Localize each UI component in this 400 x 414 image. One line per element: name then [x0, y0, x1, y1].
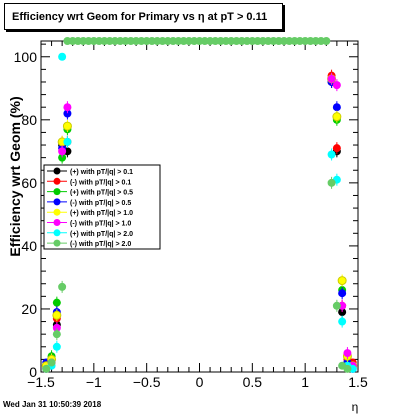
y-tick-label: 100	[14, 49, 38, 65]
data-point	[332, 301, 341, 310]
data-point	[332, 112, 342, 122]
legend-label: (+) with pT/|q| > 1.0	[70, 210, 133, 217]
x-tick-label: −0.5	[133, 374, 161, 390]
legend-label: (+) with pT/|q| > 0.5	[70, 190, 133, 197]
data-point	[327, 178, 336, 187]
data-point	[63, 137, 72, 146]
data-point	[337, 276, 347, 286]
x-tick-label: −1	[86, 374, 102, 390]
legend-marker	[53, 167, 61, 175]
data-point	[322, 37, 331, 45]
legend-marker	[53, 188, 61, 196]
legend-label: (-) with pT/|q| > 2.0	[70, 241, 131, 248]
y-tick-label: 40	[21, 238, 37, 254]
y-tick-label: 80	[21, 112, 37, 128]
timestamp: Wed Jan 31 10:50:39 2018	[3, 400, 102, 409]
legend-label: (+) with pT/|q| > 0.1	[70, 169, 133, 176]
data-point	[62, 121, 72, 131]
legend-box	[43, 164, 161, 250]
legend-label: (+) with pT/|q| > 2.0	[70, 231, 133, 238]
data-point	[52, 330, 61, 339]
x-tick-label: 0.5	[243, 374, 263, 390]
data-point	[47, 358, 56, 367]
data-point	[332, 103, 341, 112]
data-point	[338, 308, 347, 317]
data-point	[63, 109, 72, 118]
x-tick-label: 0	[196, 374, 204, 390]
data-point	[58, 282, 67, 291]
data-point	[52, 342, 61, 351]
legend-marker	[53, 239, 61, 247]
legend-marker	[53, 208, 61, 216]
legend-marker	[53, 177, 61, 185]
legend-marker	[53, 198, 61, 206]
data-point	[58, 147, 67, 156]
chart-title: Efficiency wrt Geom for Primary vs η at …	[4, 3, 283, 30]
x-tick-label: −1.5	[27, 374, 55, 390]
data-point	[52, 298, 61, 307]
data-point	[58, 52, 67, 61]
legend-label: (-) with pT/|q| > 0.5	[70, 200, 131, 207]
data-point	[52, 310, 62, 320]
data-point	[332, 144, 341, 153]
y-tick-label: 60	[21, 175, 37, 191]
legend-marker	[53, 229, 61, 237]
data-point	[327, 150, 336, 159]
y-tick-label: 20	[21, 301, 37, 317]
data-point	[343, 364, 352, 373]
data-point	[343, 349, 352, 358]
legend-label: (-) with pT/|q| > 1.0	[70, 221, 131, 228]
legend-marker	[53, 219, 61, 226]
data-point	[42, 364, 51, 373]
x-tick-label: 1	[301, 374, 309, 390]
x-tick-label: 1.5	[348, 374, 368, 390]
y-axis-label: Efficiency wrt Geom (%)	[7, 96, 23, 256]
data-point	[338, 289, 347, 298]
data-point	[332, 81, 341, 90]
y-tick-label: 0	[29, 364, 37, 380]
data-point	[327, 74, 336, 83]
data-point	[63, 103, 72, 112]
x-axis-label: η	[352, 400, 359, 414]
legend-label: (-) with pT/|q| > 0.1	[70, 179, 131, 186]
data-point	[52, 323, 61, 332]
data-point	[58, 153, 67, 162]
data-point	[338, 317, 347, 326]
